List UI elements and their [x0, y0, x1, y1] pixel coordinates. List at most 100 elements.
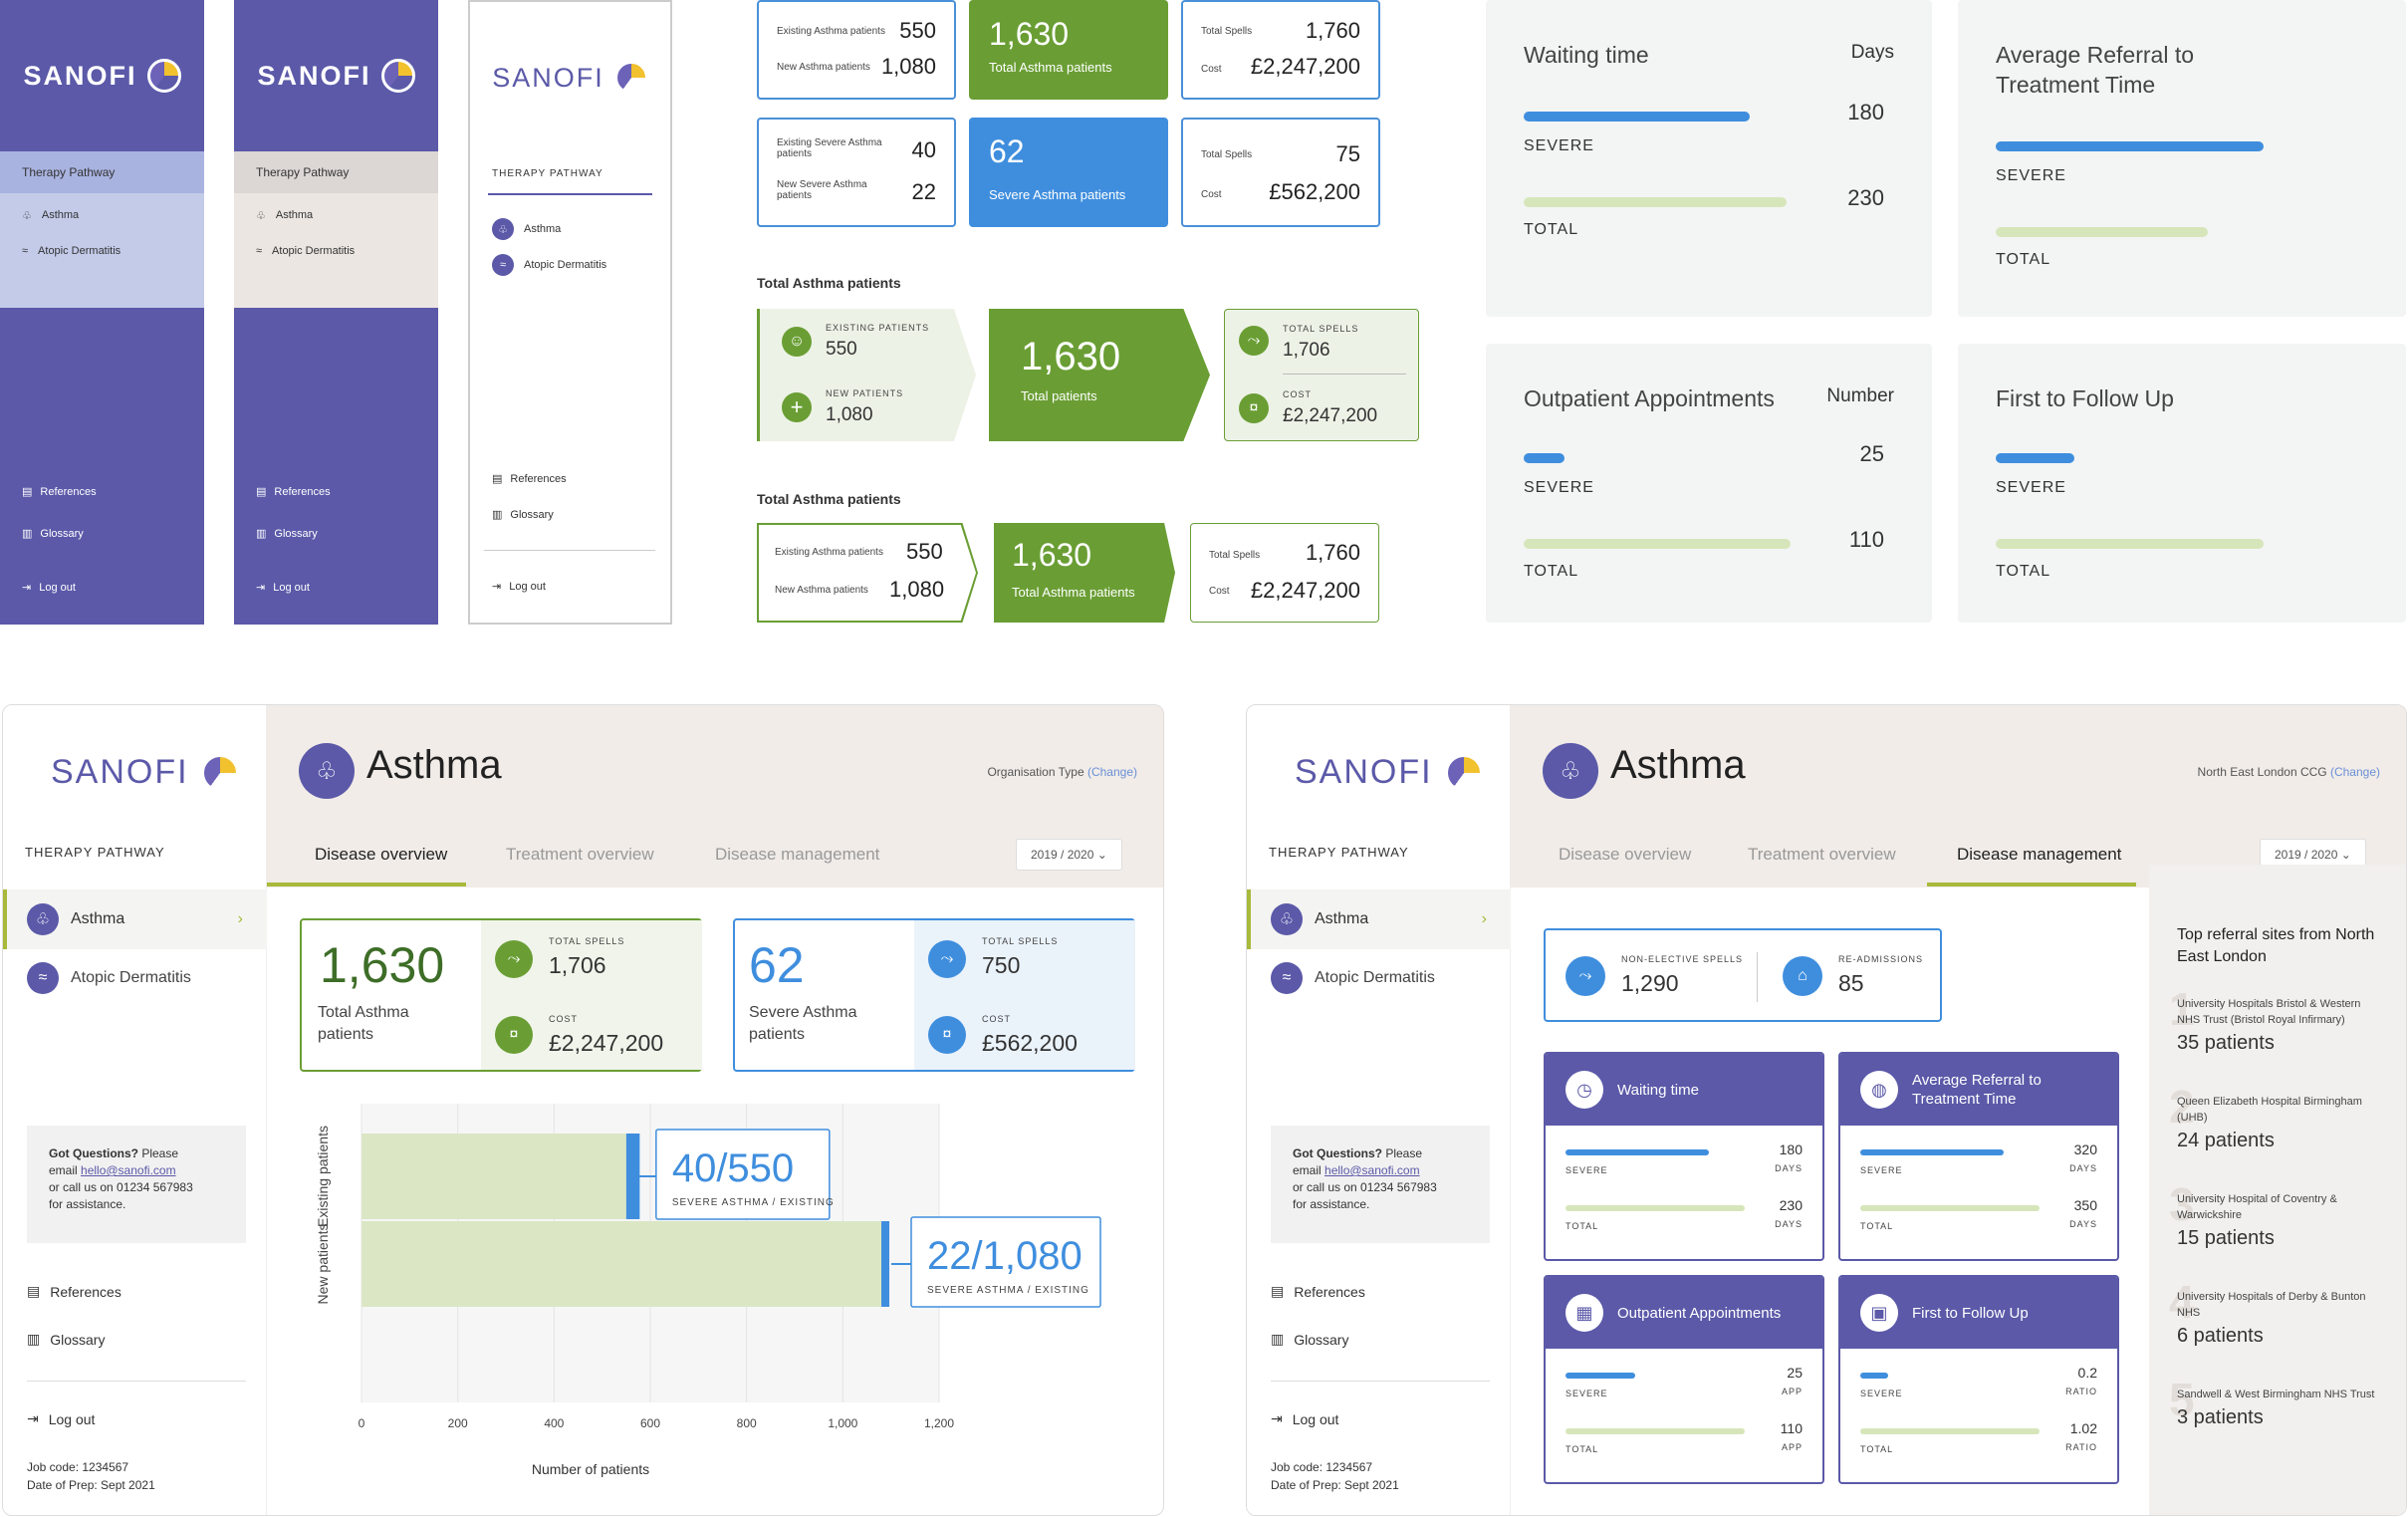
- patients-bar-chart: 0 200 400 600 800 1,000 1,200 Existing patients…: [315, 1104, 1101, 1477]
- site-count: 35 patients: [2177, 1032, 2275, 1054]
- cost-label: Cost: [1209, 586, 1230, 597]
- logout-link[interactable]: ⇥ Log out: [27, 1410, 96, 1427]
- divider: [1283, 374, 1406, 375]
- tab-treatment-overview[interactable]: Treatment overview: [506, 845, 654, 864]
- site-name: Sandwell & West Birmingham NHS Trust: [2177, 1389, 2375, 1400]
- references-link[interactable]: ▤ References: [27, 1283, 121, 1300]
- severe-bar: [1996, 141, 2264, 151]
- sidebar-item-atopic[interactable]: ≈ Atopic Dermatitis: [256, 245, 356, 257]
- new-label: New Severe Asthma patients: [777, 179, 867, 201]
- references-link[interactable]: ▤ References: [256, 485, 331, 499]
- sidebar-item-atopic[interactable]: ≈ Atopic Dermatitis: [22, 245, 121, 257]
- new-value: 1,080: [880, 54, 936, 79]
- total-bar: [361, 1221, 881, 1307]
- referral-site: 4 University Hospitals of Derby & Bunton…: [2169, 1276, 2386, 1348]
- clock-icon: ◷: [1565, 1071, 1603, 1109]
- spells-icon: ⤳: [928, 940, 966, 978]
- glossary-link[interactable]: ▥ Glossary: [256, 527, 318, 541]
- glossary-link[interactable]: ▥ Glossary: [1271, 1331, 1349, 1348]
- logout-link[interactable]: ⇥ Log out: [1271, 1410, 1339, 1427]
- cost-value: £2,247,200: [549, 1030, 664, 1056]
- glossary-link[interactable]: ▥ Glossary: [27, 1331, 106, 1348]
- new-value: 1,080: [826, 404, 873, 425]
- sidebar-item-asthma[interactable]: ♧ Asthma: [470, 211, 670, 247]
- tab-disease-overview[interactable]: Disease overview: [315, 845, 448, 864]
- sidebar-item-asthma[interactable]: ♧ Asthma ›: [1247, 889, 1511, 949]
- calendar-icon: ▦: [1565, 1294, 1603, 1332]
- severe-bar: [1860, 1149, 2004, 1155]
- coins-icon: ¤: [495, 1016, 533, 1054]
- email-link[interactable]: hello@sanofi.com: [1324, 1163, 1420, 1177]
- glossary-link[interactable]: ▥ Glossary: [22, 527, 84, 541]
- metric-unit: Days: [1850, 42, 1894, 63]
- severe-label: SEVERE: [1565, 1165, 1608, 1175]
- total-value: 62: [749, 937, 805, 993]
- sidebar-item-atopic[interactable]: ≈ Atopic Dermatitis: [470, 247, 670, 283]
- page-title: Asthma: [366, 743, 502, 787]
- sidebar-item-asthma[interactable]: ♧ Asthma: [22, 209, 80, 222]
- spells-value: 1,706: [549, 952, 606, 978]
- severe-bar: [1860, 1373, 1888, 1379]
- metric-card: Outpatient Appointments Number 25 SEVERE…: [1486, 344, 1932, 623]
- total-label: Total Asthma patients: [1012, 585, 1135, 600]
- phone-text: or call us on 01234 567983: [1293, 1180, 1437, 1194]
- dashboard-screen-1: SANOFI THERAPY PATHWAY ♧ Asthma › ≈ Atopic …: [2, 704, 1164, 1516]
- email-prefix: email: [1293, 1163, 1325, 1177]
- tab-treatment-overview[interactable]: Treatment overview: [1748, 845, 1896, 864]
- change-link[interactable]: (Change): [1086, 765, 1137, 779]
- total-label: Total Asthma patients: [318, 1004, 409, 1043]
- book-icon: ▥: [492, 509, 503, 521]
- flow2-existing-new: Existing Asthma patients 550 New Asthma …: [757, 523, 978, 623]
- logout-icon: ⇥: [1271, 1410, 1283, 1426]
- spells-value: 1,706: [1283, 340, 1330, 361]
- spells-cost-card-2: Total Spells 75 Cost £562,200: [1181, 118, 1380, 227]
- references-link[interactable]: ▤ References: [492, 472, 567, 486]
- top-referrals-panel: Top referral sites from North East Londo…: [2149, 865, 2406, 1515]
- tab-disease-management[interactable]: Disease management: [715, 845, 880, 864]
- metric-card: Average Referral to Treatment Time SEVER…: [1958, 0, 2406, 317]
- severe-label: SEVERE: [1860, 1165, 1903, 1175]
- total-bar: [1565, 1205, 1745, 1211]
- questions-heading: Got Questions?: [1293, 1146, 1382, 1160]
- total-bar: [1565, 1428, 1745, 1434]
- references-link[interactable]: ▤ References: [1271, 1283, 1365, 1300]
- email-link[interactable]: hello@sanofi.com: [81, 1163, 176, 1177]
- cost-label: COST: [982, 1014, 1012, 1024]
- total-value: 1,630: [1021, 335, 1121, 379]
- active-tab-underline: [267, 883, 466, 886]
- site-count: 3 patients: [2177, 1406, 2264, 1428]
- sidebar-item-asthma[interactable]: ♧ Asthma: [256, 209, 314, 222]
- tab-disease-management[interactable]: Disease management: [1957, 845, 2122, 864]
- total-label: TOTAL: [1524, 221, 1579, 238]
- year-select[interactable]: 2019 / 2020 ⌄: [1016, 839, 1122, 871]
- spells-value: 75: [1335, 141, 1360, 166]
- questions-text: Please: [1382, 1146, 1423, 1160]
- x-tick-label: 600: [640, 1416, 660, 1430]
- tile-title: Waiting time: [1617, 1081, 1699, 1099]
- sidebar-item-atopic[interactable]: ≈ Atopic Dermatitis: [27, 962, 191, 994]
- total-bar: [1860, 1428, 2040, 1434]
- total-label: Severe Asthma patients: [989, 187, 1126, 202]
- metric-title: Average Referral to Treatment Time: [1996, 42, 2195, 98]
- callout-box: [655, 1129, 831, 1220]
- tile-title: First to Follow Up: [1912, 1304, 2029, 1322]
- total-label: TOTAL: [1996, 251, 2051, 268]
- change-link[interactable]: (Change): [2329, 765, 2380, 779]
- site-rank: 2: [2169, 1081, 2195, 1133]
- site-rank: 3: [2169, 1178, 2195, 1230]
- severe-bar: [1524, 112, 1750, 122]
- references-link[interactable]: ▤ References: [22, 485, 97, 499]
- logout-link[interactable]: ⇥ Log out: [492, 580, 546, 594]
- tab-disease-overview[interactable]: Disease overview: [1559, 845, 1692, 864]
- logout-link[interactable]: ⇥ Log out: [256, 581, 310, 595]
- logout-link[interactable]: ⇥ Log out: [22, 581, 76, 595]
- questions-box: Got Questions? Please email hello@sanofi…: [1271, 1126, 1490, 1243]
- sidebar-item-atopic[interactable]: ≈ Atopic Dermatitis: [1271, 962, 1435, 994]
- total-label: Severe Asthma patients: [749, 1004, 857, 1043]
- sidebar-item-asthma[interactable]: ♧ Asthma ›: [3, 889, 267, 949]
- glossary-link[interactable]: ▥ Glossary: [492, 508, 554, 522]
- total-unit: DAYS: [2069, 1219, 2097, 1229]
- sanofi-logo: SANOFI: [0, 0, 204, 151]
- lungs-icon: ♧: [1543, 743, 1598, 799]
- spells-icon: ⤳: [1565, 956, 1605, 996]
